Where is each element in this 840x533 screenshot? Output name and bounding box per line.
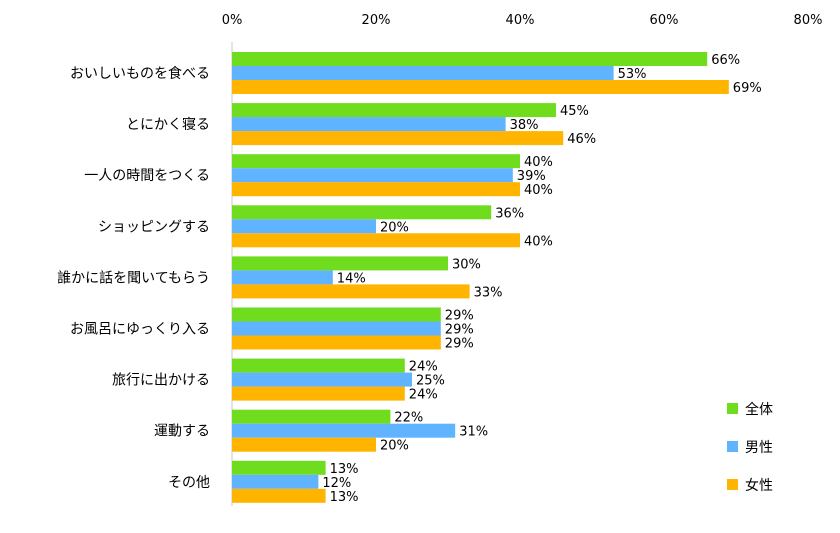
x-tick-label: 40% [506,13,535,28]
bar-female [232,131,564,146]
data-label: 20% [380,220,409,235]
data-label: 25% [416,374,445,389]
data-label: 40% [524,234,553,249]
data-label: 24% [409,360,438,375]
data-label: 53% [618,67,647,82]
legend-swatch [727,441,738,452]
bar-female [232,233,520,248]
data-label: 36% [495,206,524,221]
bar-male [232,474,319,489]
category-label: 運動する [154,424,210,440]
bar-total [232,154,520,169]
legend-swatch [727,479,738,490]
data-label: 66% [711,53,740,68]
data-label: 45% [560,104,589,119]
data-label: 69% [733,81,762,96]
legend-swatch [727,403,738,414]
data-label: 40% [524,155,553,170]
category-label: お風呂にゆっくり入る [70,322,210,338]
category-label: とにかく寝る [126,116,210,133]
bar-female [232,437,376,452]
legend-label: 女性 [745,477,773,494]
data-label: 13% [330,490,359,505]
bar-female [232,80,729,94]
data-label: 14% [337,271,366,286]
bar-male [232,321,441,336]
bar-total [232,358,405,373]
data-label: 20% [380,439,409,454]
data-label: 29% [445,309,474,324]
x-tick-label: 0% [222,13,243,28]
bar-male [232,66,614,80]
data-label: 33% [474,285,503,300]
category-label: 旅行に出かける [112,373,210,389]
legend-label: 全体 [745,401,773,418]
bar-female [232,488,326,503]
x-tick-label: 60% [650,13,679,28]
bar-male [232,219,376,234]
data-label: 31% [459,425,488,440]
category-label: その他 [168,475,210,491]
data-label: 12% [322,476,351,491]
bar-total [232,205,492,220]
category-label: 一人の時間をつくる [84,168,210,184]
bar-female [232,335,441,350]
x-tick-label: 80% [794,13,823,28]
bar-female [232,284,470,299]
category-label: おいしいものを食べる [70,65,210,82]
data-label: 13% [330,462,359,477]
category-label: 誰かに話を聞いてもらう [57,269,210,286]
bar-male [232,117,506,132]
bar-male [232,168,513,183]
bar-total [232,103,556,118]
bar-male [232,270,333,285]
bar-male [232,423,456,438]
data-label: 22% [394,411,423,426]
x-tick-label: 20% [362,13,391,28]
legend-label: 男性 [745,440,773,456]
bar-total [232,256,448,271]
data-label: 39% [517,169,546,184]
data-label: 46% [567,132,596,147]
data-label: 38% [510,118,539,133]
bar-female [232,182,520,197]
data-label: 40% [524,183,553,198]
category-label: ショッピングする [98,219,210,235]
bar-total [232,307,441,322]
data-label: 29% [445,337,474,352]
data-label: 30% [452,257,481,272]
bar-total [232,52,708,66]
bar-male [232,372,412,387]
bar-total [232,460,326,475]
bar-total [232,409,391,424]
data-label: 29% [445,323,474,338]
data-label: 24% [409,388,438,403]
bar-female [232,386,405,401]
